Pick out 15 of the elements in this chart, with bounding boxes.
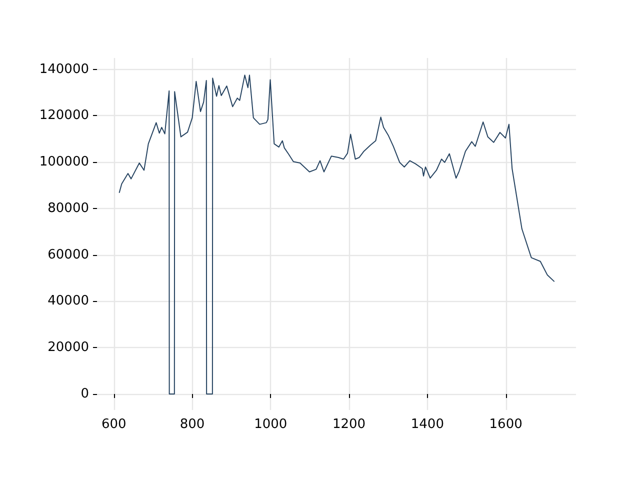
- y-tick-label: 60000: [48, 247, 89, 262]
- x-tick-label: 800: [180, 417, 205, 432]
- x-tick-label: 1200: [332, 417, 366, 432]
- y-tick-label: 0: [80, 386, 89, 402]
- y-tick-label: 120000: [39, 108, 89, 124]
- x-tick-label: 1400: [410, 417, 444, 432]
- y-tick-label: 80000: [48, 200, 89, 216]
- y-tick-label: 140000: [39, 62, 89, 77]
- x-tick-label: 1600: [489, 417, 522, 432]
- x-tick-label: 600: [101, 417, 126, 432]
- line-series: [118, 74, 555, 394]
- y-tick-label: 100000: [39, 154, 89, 170]
- y-tick-label: 20000: [48, 340, 89, 356]
- y-tick-label: 40000: [48, 294, 89, 309]
- x-tick-label: 1000: [254, 417, 288, 432]
